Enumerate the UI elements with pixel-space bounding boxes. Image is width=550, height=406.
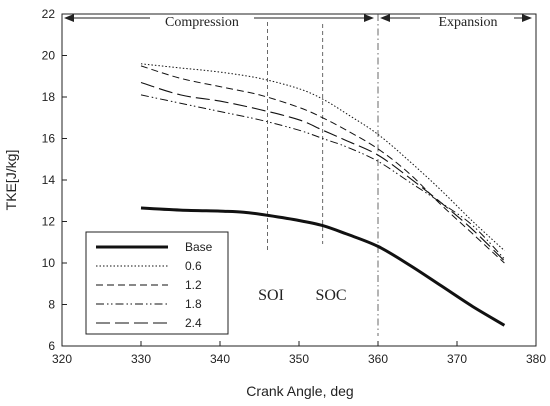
expansion-arrow-head-left (380, 14, 390, 22)
y-tick-label: 20 (42, 49, 56, 63)
x-tick-label: 320 (52, 352, 72, 366)
compression-arrow-head-right (364, 14, 374, 22)
x-tick-label: 330 (131, 352, 151, 366)
compression-label: Compression (165, 15, 239, 30)
series-line-1-2 (140, 65, 505, 264)
y-tick-label: 18 (42, 90, 56, 104)
x-tick-label: 350 (289, 352, 309, 366)
soi-label: SOI (258, 287, 284, 304)
legend-items: Base 0.6 1.2 1.8 2.4 (96, 240, 213, 330)
region-arrows: Compression Expansion (64, 14, 532, 30)
soc-label: SOC (315, 287, 346, 304)
x-tick-label: 370 (447, 352, 467, 366)
y-tick-label: 10 (42, 256, 56, 270)
series-lines (140, 63, 506, 327)
expansion-arrow-head-right (522, 14, 532, 22)
y-tick-label: 14 (42, 173, 56, 187)
y-tick-label: 6 (48, 339, 55, 353)
compression-arrow-head-left (64, 14, 74, 22)
annotation-guides (266, 14, 379, 336)
legend-box (85, 231, 229, 335)
series-line-base (140, 206, 506, 327)
legend-label: 2.4 (185, 316, 202, 330)
legend-label: Base (185, 240, 213, 254)
legend-label: 1.2 (185, 278, 202, 292)
y-axis-label: TKE[J/kg] (3, 150, 19, 211)
y-tick-label: 22 (42, 7, 56, 21)
x-tick-label: 360 (368, 352, 388, 366)
expansion-label: Expansion (438, 15, 497, 30)
series-line-2-4 (140, 81, 505, 262)
y-tick-label: 12 (42, 215, 56, 229)
x-axis-label: Crank Angle, deg (246, 383, 353, 399)
legend: Base 0.6 1.2 1.8 2.4 (85, 231, 229, 335)
x-axis-ticks: 320 330 340 350 360 370 380 (52, 341, 546, 366)
x-tick-label: 380 (526, 352, 546, 366)
series-line-0-6 (140, 63, 505, 251)
legend-label: 1.8 (185, 297, 202, 311)
y-tick-label: 16 (42, 132, 56, 146)
legend-label: 0.6 (185, 259, 202, 273)
y-axis-ticks: 6 8 10 12 14 16 18 20 22 (42, 7, 67, 353)
y-tick-label: 8 (48, 298, 55, 312)
series-line-1-8 (140, 94, 505, 260)
x-tick-label: 340 (210, 352, 230, 366)
